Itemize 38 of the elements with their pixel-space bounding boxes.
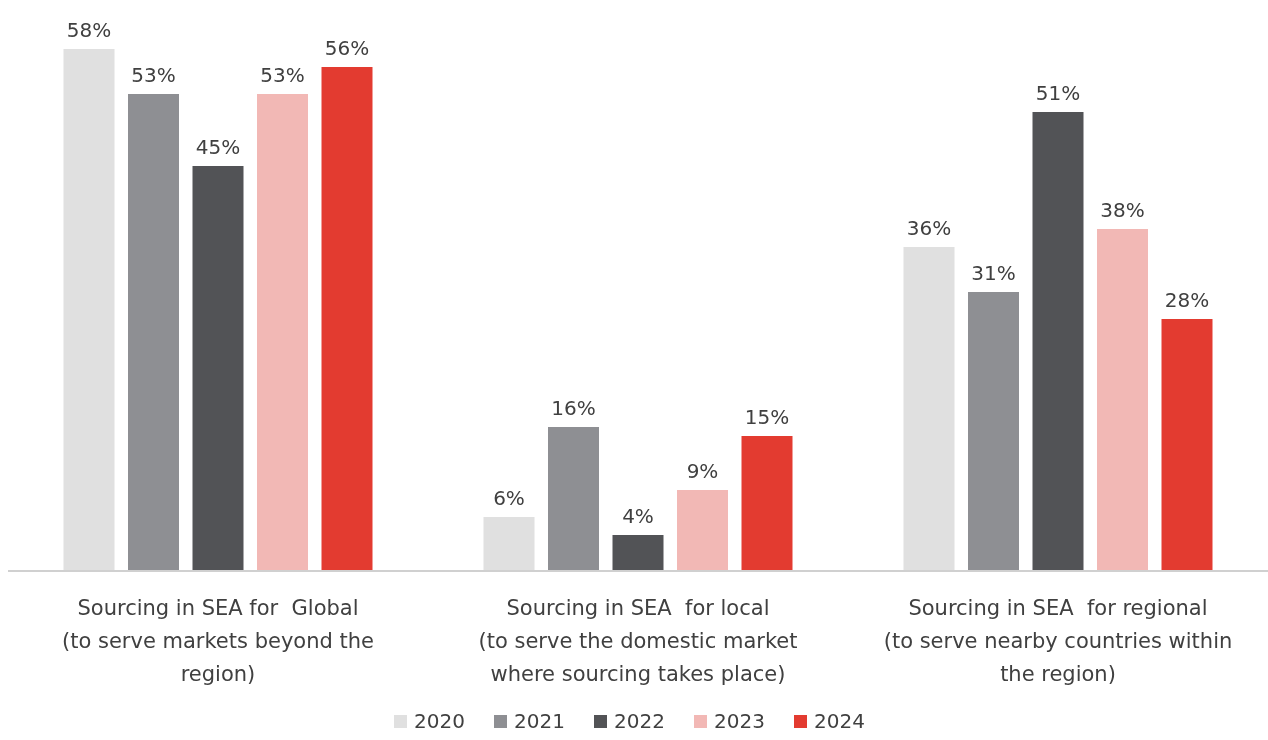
bar (968, 292, 1019, 571)
bar (483, 517, 535, 571)
x-tick-label: Sourcing in SEA for regional (to serve nearby countries within the region) (883, 596, 1233, 686)
legend-label: 2020 (414, 709, 465, 733)
legend-label: 2023 (714, 709, 765, 733)
bar (548, 427, 599, 571)
data-label: 15% (744, 405, 790, 429)
data-label: 45% (195, 135, 241, 159)
data-label: 56% (324, 36, 370, 60)
bar (612, 535, 664, 571)
data-label: 38% (1100, 198, 1145, 222)
legend-label: 2022 (614, 709, 665, 733)
bar (257, 94, 308, 571)
bar (1032, 112, 1084, 571)
bar (1097, 229, 1148, 571)
data-label: 51% (1035, 81, 1081, 105)
data-label: 31% (971, 261, 1016, 285)
x-tick-label: Sourcing in SEA for local (to serve the domestic market where sourcing takes place) (478, 596, 798, 686)
bar (128, 94, 179, 571)
data-label: 28% (1164, 288, 1210, 312)
data-label: 58% (66, 18, 112, 42)
legend-label: 2021 (514, 709, 565, 733)
data-label: 53% (131, 63, 176, 87)
bar (63, 49, 115, 571)
bar (192, 166, 244, 571)
bar (741, 436, 793, 571)
data-label: 4% (622, 504, 654, 528)
data-label: 16% (551, 396, 596, 420)
bar (677, 490, 728, 571)
x-tick-label: Sourcing in SEA for Global (to serve markets beyond the region) (62, 596, 374, 686)
data-label: 9% (686, 459, 719, 483)
data-label: 36% (906, 216, 952, 240)
data-label: 53% (260, 63, 305, 87)
bar (1161, 319, 1213, 571)
legend-label: 2024 (814, 709, 865, 733)
data-label: 6% (493, 486, 525, 510)
bar (903, 247, 955, 571)
bar (321, 67, 373, 571)
